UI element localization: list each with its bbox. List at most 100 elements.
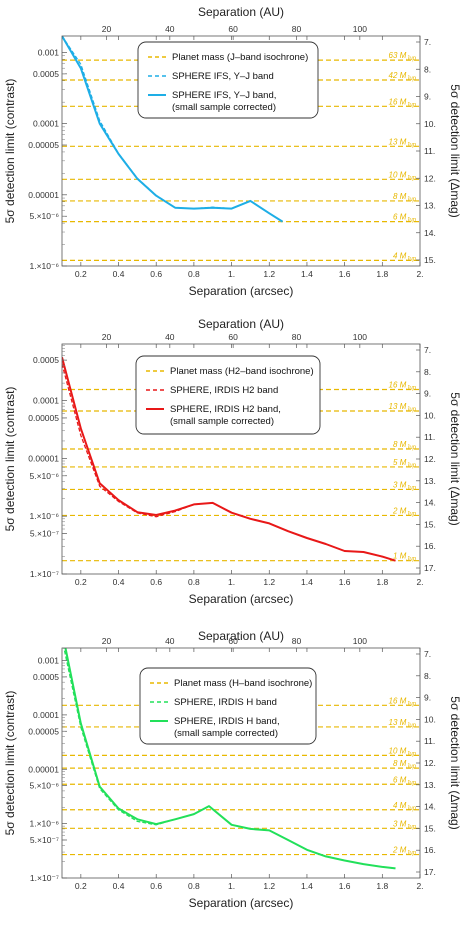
- legend-label: (small sample corrected): [174, 728, 278, 739]
- mass-line-label: 3 MJup: [393, 819, 417, 830]
- x-tick-label: 1.8: [376, 577, 388, 587]
- y-tick-label: 1.×10⁻⁷: [30, 569, 59, 579]
- y-tick-label: 0.00005: [28, 413, 59, 423]
- mass-labels: 16 MJup 13 MJup 10 MJup 8 MJup 6 MJup 4 MJup 3…: [389, 696, 417, 856]
- legend-label: SPHERE, IRDIS H2 band,: [170, 404, 281, 415]
- y-tick-label: 0.0001: [33, 396, 59, 406]
- top-xlabel: Separation (AU): [198, 629, 284, 643]
- y-right-tick-label: 8.: [424, 367, 431, 377]
- y-right-tick-label: 11.: [424, 146, 435, 156]
- top-tick-label: 40: [165, 636, 175, 646]
- x-tick-label: 2.: [416, 881, 423, 891]
- legend-label: SPHERE, IRDIS H band,: [174, 716, 280, 727]
- mass-unit: Jup: [405, 824, 416, 830]
- mass-unit: Jup: [405, 102, 416, 108]
- x-tick-label: 1.: [228, 269, 235, 279]
- y-right-tick-label: 15.: [424, 255, 436, 265]
- y-right-tick-label: 11.: [424, 736, 435, 746]
- x-tick-label: 1.6: [339, 881, 351, 891]
- panel-2: Separation (AU) Separation (arcsec) 5σ d…: [3, 317, 462, 606]
- top-tick-label: 80: [292, 332, 302, 342]
- y-right-tick-label: 13.: [424, 780, 436, 790]
- x-tick-label: 0.8: [188, 577, 200, 587]
- y-tick-label: 0.0001: [33, 119, 59, 129]
- series-lines: [62, 36, 284, 223]
- x-tick-label: 0.8: [188, 881, 200, 891]
- mass-line-label: 4 MJup: [393, 801, 417, 812]
- x-tick-label: 0.6: [150, 577, 162, 587]
- y-right-tick-label: 16.: [424, 541, 436, 551]
- x-tick-label: 1.4: [301, 881, 313, 891]
- legend-label: SPHERE, IRDIS H band: [174, 697, 277, 708]
- mass-unit: Jup: [405, 701, 416, 707]
- ticks: 0.2 0.4 0.6 0.8 1. 1.2 1.4 1.6 1.8 2. 20 40 60 80 100 0…: [28, 636, 436, 891]
- y-tick-label: 0.00001: [28, 190, 59, 200]
- mass-unit: Jup: [405, 780, 416, 786]
- top-tick-label: 100: [353, 636, 367, 646]
- x-tick-label: 1.6: [339, 577, 351, 587]
- mass-unit: Jup: [405, 56, 416, 62]
- y-tick-label: 0.00005: [28, 140, 59, 150]
- ylabel-right: 5σ detection limit (Δmag): [448, 696, 462, 829]
- mass-line-label: 42 MJup: [389, 71, 417, 82]
- y-right-tick-label: 15.: [424, 823, 436, 833]
- y-tick-label: 0.001: [38, 656, 60, 666]
- x-tick-label: 1.: [228, 881, 235, 891]
- mass-unit: Jup: [405, 851, 416, 857]
- x-tick-label: 1.: [228, 577, 235, 587]
- y-right-tick-label: 14.: [424, 802, 436, 812]
- legend-label: Planet mass (H2–band isochrone): [170, 366, 314, 377]
- y-right-tick-label: 7.: [424, 345, 431, 355]
- y-right-tick-label: 12.: [424, 173, 436, 183]
- panel-1: Separation (AU) Separation (arcsec) 5σ d…: [3, 5, 462, 298]
- y-right-tick-label: 16.: [424, 845, 436, 855]
- legend: Planet mass (H2–band isochrone) SPHERE, …: [135, 355, 321, 435]
- y-right-tick-label: 8.: [424, 671, 431, 681]
- y-tick-label: 0.00001: [28, 764, 59, 774]
- y-right-tick-label: 9.: [424, 693, 431, 703]
- y-right-tick-label: 10.: [424, 410, 436, 420]
- mass-line-label: 10 MJup: [389, 746, 417, 757]
- y-tick-label: 1.×10⁻⁷: [30, 873, 59, 883]
- legend-box: [135, 355, 321, 435]
- mass-line-label: 2 MJup: [392, 846, 417, 857]
- y-right-tick-label: 12.: [424, 758, 436, 768]
- mass-unit: Jup: [405, 407, 416, 413]
- mass-line-label: 16 MJup: [389, 381, 417, 392]
- top-tick-label: 100: [353, 332, 367, 342]
- y-right-tick-label: 9.: [424, 389, 431, 399]
- legend-label: SPHERE IFS, Y–J band,: [172, 90, 276, 101]
- y-right-tick-label: 10.: [424, 714, 436, 724]
- xlabel: Separation (arcsec): [189, 284, 294, 298]
- top-xlabel: Separation (AU): [198, 5, 284, 19]
- x-tick-label: 1.2: [263, 577, 275, 587]
- mass-labels: 63 MJup 42 MJup 16 MJup 13 MJup 10 MJup 8 MJu…: [389, 51, 417, 262]
- y-tick-label: 0.00005: [28, 726, 59, 736]
- x-tick-label: 0.2: [75, 881, 87, 891]
- mass-unit: Jup: [405, 463, 416, 469]
- y-right-tick-label: 8.: [424, 64, 431, 74]
- top-tick-label: 40: [165, 332, 175, 342]
- mass-line-label: 2 MJup: [392, 506, 417, 517]
- mass-line-label: 3 MJup: [393, 480, 417, 491]
- mass-line-label: 63 MJup: [389, 51, 417, 62]
- top-tick-label: 80: [292, 24, 302, 34]
- top-tick-label: 100: [353, 24, 367, 34]
- mass-line-label: 13 MJup: [389, 402, 417, 413]
- y-tick-label: 5.×10⁻⁶: [30, 781, 60, 791]
- x-tick-label: 2.: [416, 577, 423, 587]
- mass-unit: Jup: [405, 142, 416, 148]
- legend-label: SPHERE IFS, Y–J band: [172, 71, 274, 82]
- mass-line-label: 16 MJup: [389, 696, 417, 707]
- legend-label: (small sample corrected): [172, 102, 276, 113]
- mass-unit: Jup: [405, 218, 416, 224]
- y-tick-label: 0.0005: [33, 355, 59, 365]
- legend-label: Planet mass (H–band isochrone): [174, 678, 312, 689]
- x-tick-label: 2.: [416, 269, 423, 279]
- panel-3: Separation (AU) Separation (arcsec) 5σ d…: [3, 629, 462, 910]
- ticks: 0.2 0.4 0.6 0.8 1. 1.2 1.4 1.6 1.8 2. 20 40 60 80 100 0…: [28, 332, 436, 587]
- series-solid: [64, 648, 396, 870]
- y-tick-label: 5.×10⁻⁶: [30, 471, 60, 481]
- mass-unit: Jup: [405, 751, 416, 757]
